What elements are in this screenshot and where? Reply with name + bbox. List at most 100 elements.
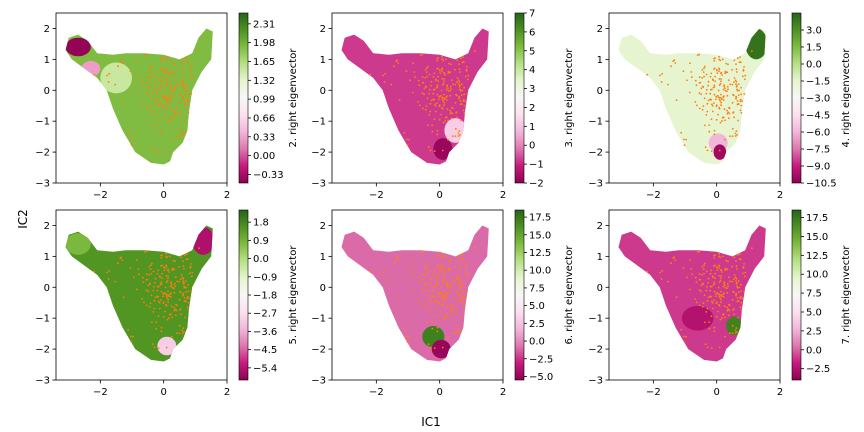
sample-point bbox=[714, 57, 716, 59]
sample-point bbox=[130, 144, 133, 147]
sample-point bbox=[713, 133, 716, 136]
sample-point bbox=[721, 271, 723, 273]
sample-point bbox=[733, 59, 736, 62]
colorbar-tick-label: 1 bbox=[529, 122, 535, 133]
sample-point bbox=[456, 81, 458, 84]
sample-point bbox=[138, 273, 140, 275]
sample-point bbox=[722, 99, 725, 101]
colorbar-label: 2. right eigenvector bbox=[288, 48, 299, 148]
sample-point bbox=[735, 280, 737, 282]
sample-point bbox=[727, 276, 730, 279]
panel-3: −2 0 2 −3 −2 −1 0 1 2 −10.5 −9.0 −7.5 −6.0 −4.5 −3.0 −1… bbox=[588, 12, 852, 201]
sample-point bbox=[429, 102, 432, 105]
sample-point bbox=[703, 294, 706, 297]
sample-point bbox=[145, 250, 148, 253]
eigenvector-region bbox=[726, 316, 742, 336]
sample-point bbox=[727, 117, 730, 120]
sample-point bbox=[171, 286, 174, 289]
sample-point bbox=[162, 315, 165, 318]
sample-point bbox=[459, 281, 461, 284]
sample-point bbox=[724, 89, 727, 92]
sample-point bbox=[460, 316, 462, 319]
sample-point bbox=[739, 297, 742, 299]
sample-point bbox=[150, 67, 152, 70]
sample-point bbox=[153, 299, 156, 302]
sample-point bbox=[723, 85, 725, 88]
sample-point bbox=[736, 71, 738, 73]
x-tick-label: 0 bbox=[713, 190, 719, 201]
sample-point bbox=[419, 251, 422, 254]
sample-point bbox=[743, 263, 745, 265]
sample-point bbox=[187, 301, 190, 304]
sample-point bbox=[727, 111, 730, 114]
sample-point bbox=[722, 296, 725, 298]
sample-point bbox=[156, 272, 159, 275]
sample-point bbox=[384, 72, 387, 75]
sample-point bbox=[419, 301, 421, 304]
sample-point bbox=[414, 76, 416, 78]
sample-point bbox=[731, 324, 734, 327]
sample-point bbox=[724, 335, 726, 338]
sample-point bbox=[659, 271, 661, 274]
sample-point bbox=[462, 61, 465, 64]
sample-point bbox=[179, 112, 182, 114]
sample-point bbox=[646, 73, 649, 76]
sample-point bbox=[718, 346, 721, 349]
sample-point bbox=[173, 309, 176, 312]
sample-point bbox=[145, 304, 148, 307]
sample-point bbox=[449, 94, 452, 97]
sample-point bbox=[136, 259, 138, 261]
sample-point bbox=[424, 108, 427, 111]
sample-point bbox=[152, 311, 155, 313]
sample-point bbox=[720, 97, 723, 100]
sample-point bbox=[726, 291, 729, 294]
sample-point bbox=[151, 146, 154, 149]
sample-point bbox=[736, 254, 739, 257]
axes-frame bbox=[608, 209, 781, 381]
sample-point bbox=[127, 328, 130, 331]
sample-point bbox=[158, 104, 161, 107]
sample-point bbox=[437, 272, 439, 275]
y-tick-label: 2 bbox=[320, 221, 326, 232]
sample-point bbox=[735, 265, 738, 268]
sample-point bbox=[705, 285, 708, 288]
sample-point bbox=[168, 74, 171, 76]
sample-point bbox=[736, 103, 739, 106]
eigenvector-region bbox=[81, 60, 101, 77]
colorbar-tick-label: −4.5 bbox=[806, 111, 830, 122]
y-tick-label: −1 bbox=[588, 117, 603, 128]
sample-point bbox=[169, 116, 172, 119]
sample-point bbox=[423, 290, 425, 293]
eigenvector-region bbox=[433, 138, 453, 160]
sample-point bbox=[464, 297, 466, 300]
sample-point bbox=[710, 118, 713, 121]
sample-point bbox=[720, 268, 723, 271]
sample-point bbox=[170, 85, 172, 88]
sample-point bbox=[408, 138, 410, 141]
sample-point bbox=[736, 84, 738, 87]
sample-point bbox=[713, 326, 716, 329]
sample-point bbox=[670, 262, 672, 265]
sample-point bbox=[436, 281, 439, 284]
sample-point bbox=[431, 130, 434, 133]
sample-point bbox=[184, 316, 187, 319]
sample-point bbox=[145, 92, 148, 94]
sample-point bbox=[188, 75, 191, 78]
sample-point bbox=[452, 280, 455, 283]
sample-point bbox=[441, 346, 444, 349]
sample-point bbox=[711, 301, 714, 304]
sample-point bbox=[727, 260, 729, 263]
sample-point bbox=[698, 53, 701, 56]
sample-point bbox=[173, 90, 175, 93]
sample-point bbox=[421, 82, 424, 84]
sample-point bbox=[458, 265, 461, 268]
sample-point bbox=[731, 101, 734, 104]
sample-point bbox=[444, 74, 446, 76]
sample-point bbox=[743, 66, 745, 68]
sample-point bbox=[169, 96, 172, 99]
colorbar bbox=[238, 209, 249, 381]
sample-point bbox=[467, 271, 470, 274]
sample-point bbox=[390, 280, 392, 283]
sample-point bbox=[148, 266, 151, 268]
